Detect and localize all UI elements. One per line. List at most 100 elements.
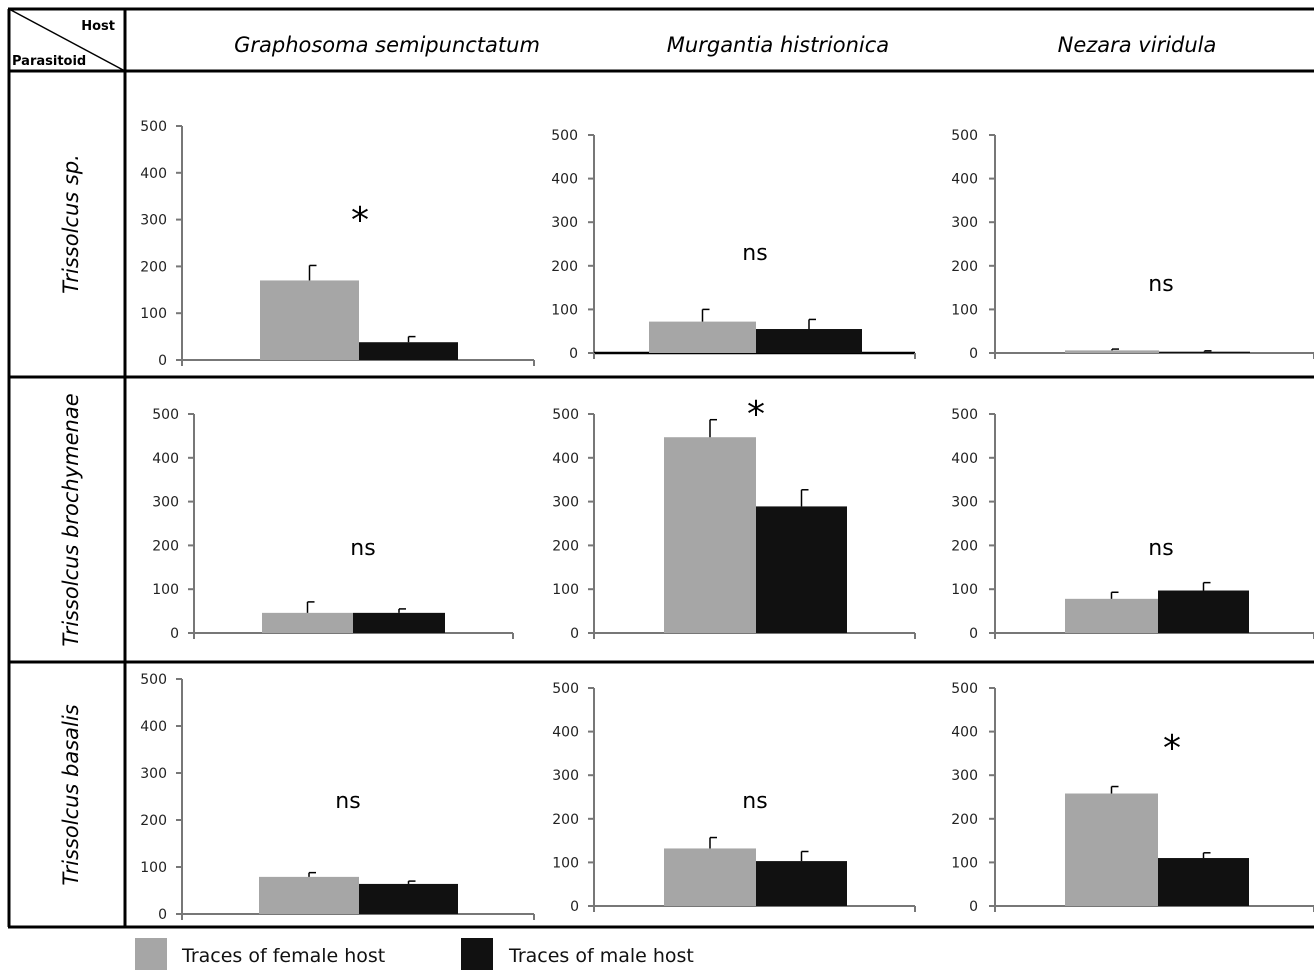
y-tick-label: 300 [951,768,978,784]
y-tick-label: 400 [140,166,167,182]
y-tick-label: 500 [552,407,579,423]
y-tick-label: 300 [140,766,167,782]
host-header-graphosoma: Graphosoma semipunctatum [234,33,540,57]
y-tick-label: 500 [551,128,578,144]
bar-male [1159,351,1250,353]
y-tick-label: 200 [140,259,167,275]
y-tick-label: 0 [170,626,179,642]
y-tick-label: 0 [158,907,167,923]
significance-ns: ns [1148,536,1173,561]
y-tick-label: 200 [552,812,579,828]
panel-6: 0 100 200 300 400 500 ns [951,407,1314,642]
panel-3: 0 100 200 300 400 500 ns [951,128,1314,362]
y-tick-label: 500 [951,407,978,423]
panel-4: 0 100 200 300 400 500 ns [152,407,514,642]
significance-ns: ns [742,789,767,814]
y-tick-label: 500 [152,407,179,423]
y-tick-label: 300 [951,495,978,511]
bar-female [259,876,359,914]
y-tick-label: 400 [951,172,978,188]
y-tick-label: 200 [951,538,978,554]
y-tick-label: 500 [951,681,978,697]
y-tick-label: 100 [552,855,579,871]
significance-ns: ns [742,241,767,266]
y-tick-label: 400 [551,172,578,188]
y-tick-label: 100 [552,582,579,598]
y-tick-label: 500 [140,672,167,688]
y-tick-label: 200 [152,538,179,554]
y-tick-label: 300 [951,215,978,231]
legend: Traces of female host Traces of male hos… [135,938,694,970]
y-tick-label: 0 [570,899,579,915]
y-tick-label: 200 [951,259,978,275]
y-tick-label: 300 [552,495,579,511]
bar-female [664,437,756,633]
y-tick-label: 400 [951,725,978,741]
y-tick-label: 0 [158,353,167,369]
bar-male [756,329,862,353]
y-tick-label: 400 [951,451,978,467]
chart-panels: 0 100 200 300 400 500 * 0 100 200 300 400 500 ns 0 100 2… [140,119,1314,923]
y-tick-label: 0 [569,346,578,362]
y-tick-label: 300 [551,215,578,231]
bar-male [1158,858,1249,906]
y-tick-label: 100 [140,860,167,876]
bar-male [359,342,458,360]
y-tick-label: 100 [951,855,978,871]
y-tick-label: 500 [140,119,167,135]
y-tick-label: 300 [140,213,167,229]
y-tick-label: 100 [152,582,179,598]
panel-5: 0 100 200 300 400 500 * [552,394,916,642]
legend-swatch-female [135,938,167,970]
bar-female [649,321,756,353]
host-header-murgantia: Murgantia histrionica [667,33,889,57]
bar-female [260,280,359,360]
significance-ns: ns [335,789,360,814]
y-tick-label: 200 [551,259,578,275]
bar-female [1065,598,1158,633]
y-tick-label: 200 [140,813,167,829]
bar-male [359,883,458,914]
y-tick-label: 100 [951,302,978,318]
bar-male [353,612,445,633]
bar-male [1158,590,1249,633]
bar-male [756,506,847,633]
y-tick-label: 100 [140,306,167,322]
y-tick-label: 0 [969,346,978,362]
bar-female [1065,350,1159,353]
parasitoid-header-trissolcus-basalis: Trissolcus basalis [59,704,83,885]
bar-male [756,861,847,906]
panel-8: 0 100 200 300 400 500 ns [552,681,916,915]
y-tick-label: 0 [969,899,978,915]
y-tick-label: 400 [140,719,167,735]
corner-parasitoid-label: Parasitoid [12,54,86,69]
table-frame [7,7,1314,929]
y-tick-label: 300 [552,768,579,784]
y-tick-label: 500 [552,681,579,697]
bar-female [262,612,353,633]
bar-female [1065,793,1158,906]
y-tick-label: 500 [951,128,978,144]
panel-7: 0 100 200 300 400 500 ns [140,672,535,923]
panel-1: 0 100 200 300 400 500 * [140,119,535,369]
parasitoid-header-trissolcus-brochymenae: Trissolcus brochymenae [59,393,83,646]
legend-label-female: Traces of female host [181,945,385,967]
y-tick-label: 0 [969,626,978,642]
y-tick-label: 100 [551,302,578,318]
y-tick-label: 300 [152,495,179,511]
significance-star: * [1163,728,1181,769]
y-tick-label: 400 [552,725,579,741]
panel-2: 0 100 200 300 400 500 ns [551,128,916,362]
significance-star: * [747,394,765,435]
corner-host-label: Host [81,19,115,34]
y-tick-label: 100 [951,582,978,598]
y-tick-label: 0 [570,626,579,642]
y-tick-label: 200 [951,812,978,828]
bar-female [664,848,756,906]
significance-ns: ns [350,536,375,561]
panel-9: 0 100 200 300 400 500 * [951,681,1314,915]
y-tick-label: 200 [552,538,579,554]
legend-label-male: Traces of male host [508,945,694,967]
y-tick-label: 400 [552,451,579,467]
